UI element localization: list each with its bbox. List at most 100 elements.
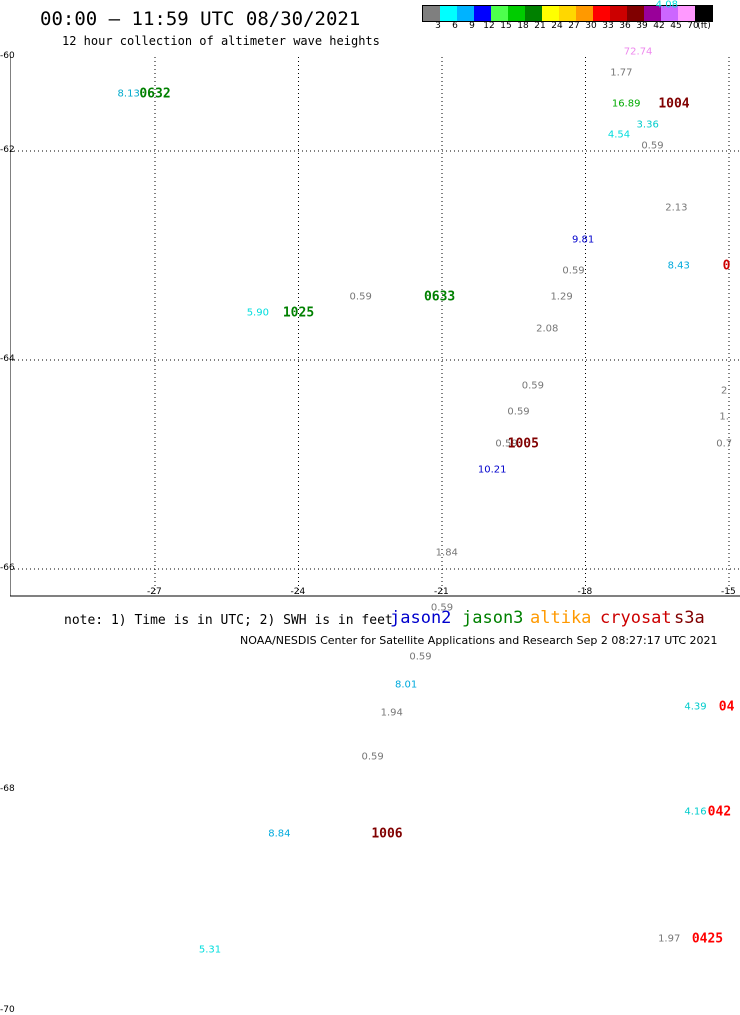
color-scale-label: 6 bbox=[452, 21, 458, 31]
pass-time-label: 1005 bbox=[507, 436, 539, 452]
wave-height-point: 1.97 bbox=[658, 933, 681, 945]
color-scale-cell bbox=[457, 6, 474, 21]
wave-height-point: 1.94 bbox=[380, 707, 403, 719]
color-scale-cell bbox=[695, 6, 712, 21]
wave-height-point: 4.16 bbox=[684, 806, 707, 818]
sat-legend-cryosat: cryosat bbox=[600, 608, 672, 628]
wave-height-point: 2.13 bbox=[665, 202, 688, 214]
color-scale-cell bbox=[576, 6, 593, 21]
wave-height-point: 5.31 bbox=[198, 944, 222, 956]
color-scale-cell bbox=[491, 6, 508, 21]
plot-svg bbox=[10, 57, 740, 597]
wave-height-point: 0.7 bbox=[716, 438, 733, 450]
pass-time-label: 1004 bbox=[658, 96, 690, 112]
sat-legend-jason2: jason2 bbox=[390, 608, 452, 628]
color-scale-label: 33 bbox=[602, 21, 614, 31]
y-tick-label: -60 bbox=[0, 51, 15, 61]
wave-height-point: 5.90 bbox=[246, 307, 269, 319]
chart-title: 00:00 – 11:59 UTC 08/30/2021 bbox=[40, 8, 361, 30]
wave-height-point: 3.36 bbox=[636, 119, 659, 131]
wave-height-point: 0.59 bbox=[409, 651, 432, 663]
color-scale-cell bbox=[593, 6, 610, 21]
wave-height-point: 2 bbox=[721, 385, 728, 397]
color-scale-cell bbox=[542, 6, 559, 21]
wave-height-point: 8.84 bbox=[268, 828, 291, 840]
wave-height-point: 0.59 bbox=[349, 291, 372, 303]
sat-legend-jason3: jason3 bbox=[462, 608, 524, 628]
x-tick-label: -24 bbox=[290, 587, 306, 597]
color-scale-cell bbox=[644, 6, 661, 21]
color-scale-label: 24 bbox=[551, 21, 563, 31]
wave-height-point: 0.59 bbox=[430, 602, 454, 614]
color-scale-label: 39 bbox=[636, 21, 648, 31]
color-scale-cell bbox=[525, 6, 542, 21]
wave-height-point: 4.08 bbox=[655, 0, 678, 11]
pass-time-label: 042 bbox=[707, 804, 732, 820]
color-scale-label: 30 bbox=[585, 21, 597, 31]
x-tick-label: -27 bbox=[147, 587, 162, 597]
color-scale-cell bbox=[559, 6, 576, 21]
y-tick-label: -64 bbox=[0, 354, 15, 364]
plot-frame bbox=[10, 57, 740, 597]
pass-time-label: 1025 bbox=[282, 305, 315, 321]
wave-height-point: 0.59 bbox=[521, 380, 545, 392]
wave-height-point: 0.59 bbox=[495, 438, 518, 450]
sat-legend-altika: altika bbox=[530, 608, 592, 628]
chart-subtitle: 12 hour collection of altimeter wave hei… bbox=[62, 34, 380, 48]
color-scale-cell bbox=[474, 6, 491, 21]
color-scale-label: 70 bbox=[687, 21, 699, 31]
y-tick-label: -62 bbox=[0, 145, 15, 155]
wave-height-point: 4.39 bbox=[684, 701, 707, 713]
pass-time-label: 0425 bbox=[691, 931, 724, 947]
pass-time-label: 1006 bbox=[371, 826, 403, 842]
note-text: note: 1) Time is in UTC; 2) SWH is in fe… bbox=[64, 613, 393, 628]
color-scale-label: 18 bbox=[517, 21, 529, 31]
y-tick-label: -66 bbox=[0, 563, 15, 573]
wave-height-point: 72.74 bbox=[623, 46, 653, 58]
color-scale-label: (ft) bbox=[697, 21, 711, 31]
wave-height-point: 0.59 bbox=[641, 140, 664, 152]
wave-height-point: 10.21 bbox=[477, 464, 507, 476]
color-scale-cell bbox=[678, 6, 695, 21]
wave-height-point: 0.59 bbox=[361, 751, 384, 763]
pass-time-label: 04 bbox=[718, 699, 735, 715]
wave-height-point: 1.77 bbox=[610, 67, 633, 79]
wave-height-point: 2.08 bbox=[536, 323, 559, 335]
y-tick-label: -68 bbox=[0, 784, 15, 794]
x-tick-label: -21 bbox=[434, 587, 449, 597]
color-scale-cell bbox=[610, 6, 627, 21]
wave-height-point: 1. bbox=[719, 411, 729, 423]
wave-height-point: 0.59 bbox=[507, 406, 530, 418]
wave-height-point: 4.54 bbox=[607, 129, 631, 141]
color-scale-label: 42 bbox=[653, 21, 665, 31]
color-scale-cell bbox=[423, 6, 440, 21]
color-scale-cell bbox=[440, 6, 457, 21]
wave-height-point: 8.01 bbox=[394, 679, 418, 691]
wave-height-point: 0.59 bbox=[562, 265, 585, 277]
color-scale-cell bbox=[508, 6, 525, 21]
x-tick-label: -18 bbox=[577, 587, 593, 597]
color-scale-label: 21 bbox=[534, 21, 546, 31]
wave-height-point: 8.13 bbox=[117, 88, 140, 100]
x-tick-label: -15 bbox=[721, 587, 736, 597]
color-scale-label: 36 bbox=[619, 21, 631, 31]
color-scale-label: 15 bbox=[500, 21, 512, 31]
wave-height-point: 1.84 bbox=[435, 547, 458, 559]
pass-time-label: 0633 bbox=[423, 289, 456, 305]
color-scale-label: 3 bbox=[435, 21, 441, 31]
footer-credit: NOAA/NESDIS Center for Satellite Applica… bbox=[240, 634, 718, 647]
color-scale-cell bbox=[627, 6, 644, 21]
wave-height-point: 8.43 bbox=[667, 260, 690, 272]
color-scale-label: 27 bbox=[568, 21, 580, 31]
wave-height-point: 1.29 bbox=[550, 291, 573, 303]
color-scale-label: 12 bbox=[483, 21, 495, 31]
color-scale-label: 9 bbox=[469, 21, 475, 31]
color-scale-bar bbox=[422, 5, 713, 22]
wave-height-point: 9.81 bbox=[571, 234, 595, 246]
sat-legend-s3a: s3a bbox=[674, 608, 705, 628]
wave-height-point: 16.89 bbox=[611, 98, 641, 110]
y-tick-label: -70 bbox=[0, 1005, 15, 1015]
color-scale-label: 45 bbox=[670, 21, 682, 31]
color-scale-cell bbox=[661, 6, 678, 21]
